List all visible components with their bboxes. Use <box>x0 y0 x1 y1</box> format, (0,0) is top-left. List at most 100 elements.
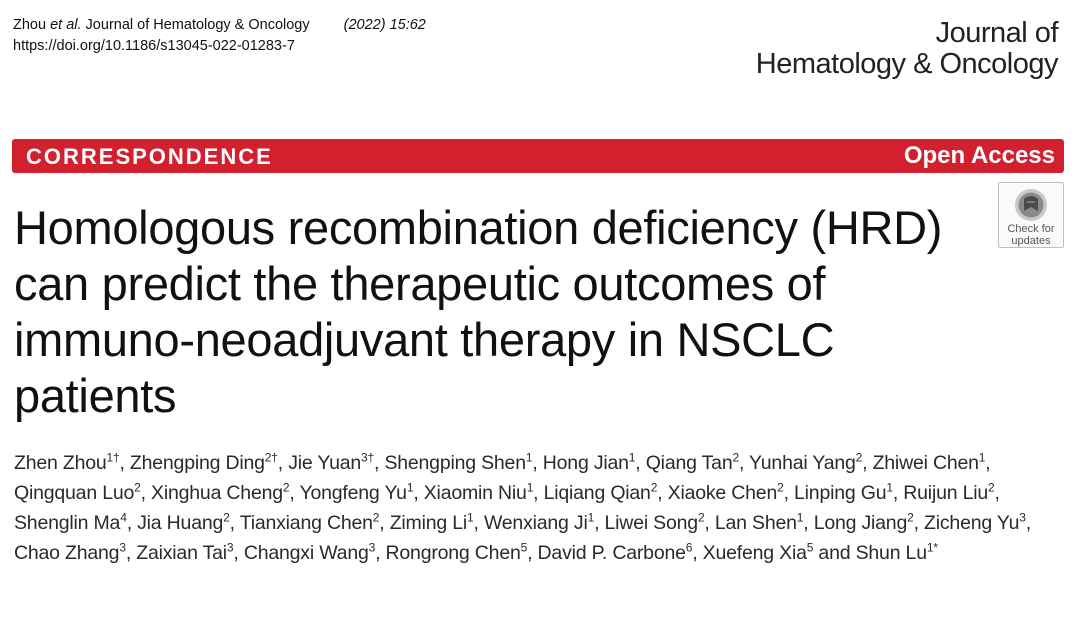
author-item: David P. Carbone6 <box>537 540 693 565</box>
author-affiliation: 6 <box>685 540 693 555</box>
author-affiliation: 2 <box>988 480 995 495</box>
citation-line: Zhou et al. Journal of Hematology & Onco… <box>13 15 426 36</box>
author-item: Yunhai Yang2 <box>749 452 862 475</box>
author-item: Liwei Song2 <box>604 510 705 535</box>
author-affiliation: 2 <box>134 480 141 495</box>
author-item: Chao Zhang3 <box>14 540 126 565</box>
author-name[interactable]: Zicheng Yu <box>924 512 1020 534</box>
author-name[interactable]: Shengping Shen <box>384 452 526 474</box>
author-item: Ruijun Liu2 <box>903 480 995 505</box>
author-affiliation: 1* <box>926 540 938 555</box>
doi-link[interactable]: https://doi.org/10.1186/s13045-022-01283… <box>13 38 295 54</box>
author-name[interactable]: Jie Yuan <box>288 452 362 474</box>
author-item: Changxi Wang3 <box>243 540 376 565</box>
author-affiliation: 3 <box>226 540 234 555</box>
author-name[interactable]: Ziming Li <box>389 512 468 534</box>
author-affiliation: 1 <box>525 450 533 465</box>
author-item: Xuefeng Xia5 <box>702 540 814 565</box>
citation-header: Zhou et al. Journal of Hematology & Onco… <box>13 15 426 57</box>
author-item: Wenxiang Ji1 <box>483 510 595 535</box>
author-name[interactable]: Jia Huang <box>137 512 224 534</box>
author-name[interactable]: Zhengping Ding <box>129 452 265 474</box>
citation-authors: Zhou <box>13 17 51 33</box>
author-affiliation: 5 <box>806 540 814 555</box>
author-item: Rongrong Chen5 <box>385 540 528 565</box>
author-affiliation: 4 <box>120 510 127 525</box>
author-affiliation: 1 <box>628 450 636 465</box>
author-name[interactable]: Zhen Zhou <box>14 452 107 474</box>
journal-logo-line2: Hematology & Oncology <box>755 48 1059 80</box>
author-name[interactable]: Yunhai Yang <box>749 452 856 474</box>
author-item: Xiaomin Niu1 <box>423 480 534 505</box>
author-name[interactable]: Yongfeng Yu <box>299 482 407 504</box>
author-item: Hong Jian1 <box>542 450 636 475</box>
author-name[interactable]: Tianxiang Chen <box>239 512 373 534</box>
author-name[interactable]: Hong Jian <box>542 452 629 474</box>
author-affiliation: 1 <box>796 510 804 525</box>
author-name[interactable]: Ruijun Liu <box>903 482 989 504</box>
author-name[interactable]: Qingquan Luo <box>14 482 135 504</box>
author-item: Zicheng Yu3 <box>924 512 1026 535</box>
author-list: Zhen Zhou1†, Zhengping Ding2†, Jie Yuan3… <box>14 450 1031 565</box>
author-name[interactable]: Zaixian Tai <box>136 542 227 564</box>
author-item: Tianxiang Chen2 <box>239 510 380 535</box>
author-item: Zaixian Tai3 <box>136 540 234 565</box>
author-affiliation: 2 <box>732 450 739 465</box>
author-item: Zhiwei Chen1 <box>872 452 986 475</box>
author-item: Jia Huang2 <box>137 510 230 535</box>
author-item: Shenglin Ma4 <box>14 510 127 535</box>
author-name[interactable]: Liqiang Qian <box>543 482 651 504</box>
author-affiliation: 1 <box>406 480 414 495</box>
author-item: Xinghua Cheng2 <box>151 482 290 505</box>
author-name[interactable]: Chao Zhang <box>14 542 120 564</box>
author-affiliation: 3† <box>361 450 374 465</box>
author-affiliation: 1† <box>106 450 120 465</box>
author-affiliation: 2 <box>372 510 380 525</box>
check-for-updates-button[interactable]: Check for updates <box>998 182 1064 248</box>
check-for-updates-icon <box>1015 189 1047 221</box>
journal-logo: Journal of Hematology & Oncology <box>755 18 1059 80</box>
author-name[interactable]: Changxi Wang <box>243 542 369 564</box>
author-affiliation: 1 <box>886 480 893 495</box>
author-affiliation: 3 <box>368 540 376 555</box>
author-item: Xiaoke Chen2 <box>667 482 784 505</box>
author-item: Shengping Shen1 <box>384 450 533 475</box>
author-name[interactable]: Long Jiang <box>813 512 908 534</box>
check-for-updates-line1: Check for <box>1007 223 1055 235</box>
author-name[interactable]: Wenxiang Ji <box>483 512 588 534</box>
author-affiliation: 2 <box>650 480 658 495</box>
author-name[interactable]: Xuefeng Xia <box>702 542 807 564</box>
author-name[interactable]: Rongrong Chen <box>385 542 521 564</box>
author-item: Long Jiang2 <box>813 510 914 535</box>
author-item: Liqiang Qian2 <box>543 480 658 505</box>
author-item: Ziming Li1 <box>389 512 474 535</box>
author-name[interactable]: Shenglin Ma <box>14 512 121 534</box>
article-title: Homologous recombination deficiency (HRD… <box>14 201 943 422</box>
author-name[interactable]: Xiaoke Chen <box>667 482 778 504</box>
author-name[interactable]: Zhiwei Chen <box>872 452 979 474</box>
author-name[interactable]: David P. Carbone <box>537 542 686 564</box>
author-affiliation: 2† <box>264 450 278 465</box>
author-affiliation: 2 <box>223 510 230 525</box>
author-name[interactable]: Shun Lu <box>855 542 927 564</box>
author-affiliation: 2 <box>907 510 914 525</box>
author-item: Linping Gu1 <box>794 480 893 505</box>
citation-journal: Journal of Hematology & Oncology <box>81 17 310 33</box>
author-affiliation: 2 <box>697 510 705 525</box>
check-for-updates-line2: updates <box>1011 235 1051 247</box>
author-affiliation: 3 <box>119 540 126 555</box>
author-affiliation: 1 <box>587 510 595 525</box>
author-name[interactable]: Lan Shen <box>714 512 797 534</box>
author-item: Yongfeng Yu1 <box>299 480 414 505</box>
author-item: Zhengping Ding2† <box>129 450 278 475</box>
open-access-label: Open Access <box>903 142 1055 169</box>
author-name[interactable]: Xiaomin Niu <box>423 482 527 504</box>
author-name[interactable]: Liwei Song <box>604 512 699 534</box>
article-type-label: CORRESPONDENCE <box>26 144 273 169</box>
author-item: Shun Lu1* <box>855 540 938 565</box>
author-name[interactable]: Xinghua Cheng <box>151 482 283 504</box>
author-affiliation: 5 <box>520 540 528 555</box>
author-name[interactable]: Qiang Tan <box>645 452 733 474</box>
author-affiliation: 1 <box>526 480 534 495</box>
author-name[interactable]: Linping Gu <box>794 482 887 504</box>
